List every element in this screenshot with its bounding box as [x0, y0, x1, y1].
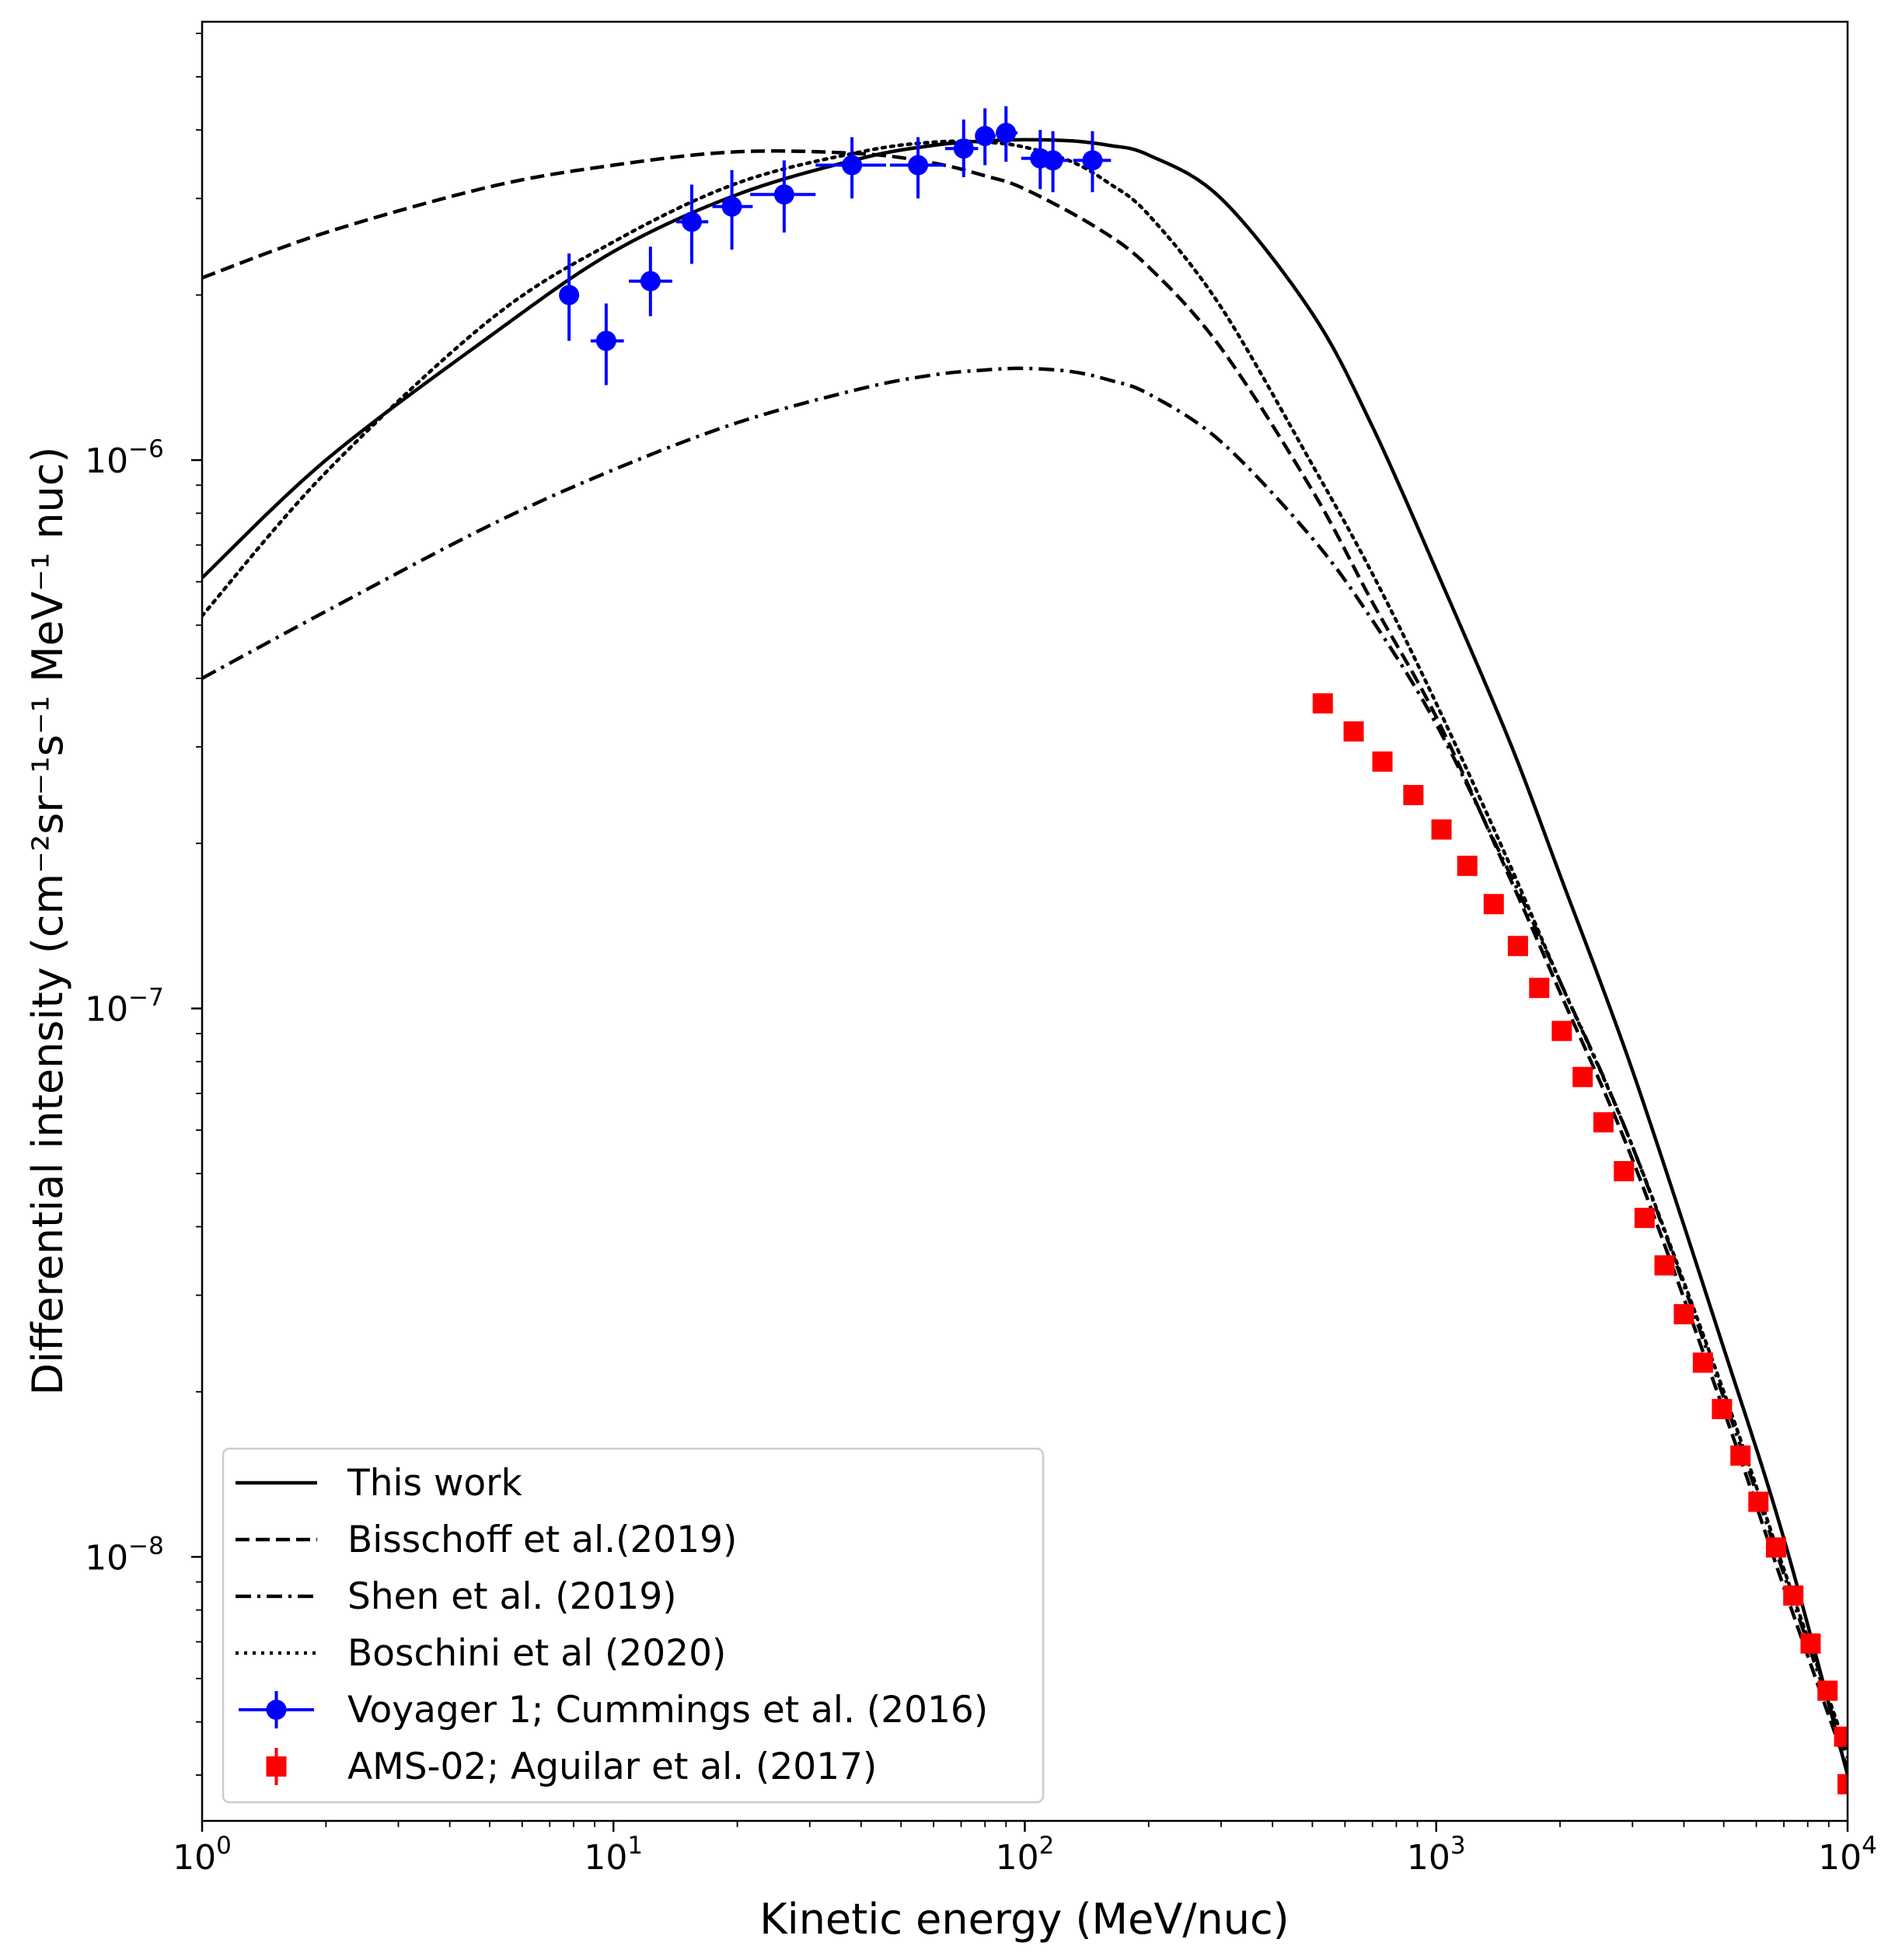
x-tick-label: 101	[584, 1832, 643, 1878]
x-tick-label: 103	[1407, 1832, 1466, 1878]
legend-entry-bisschoff-et-al-2019: Bisschoff et al.(2019)	[236, 1519, 737, 1561]
voyager-marker	[1042, 150, 1063, 171]
ams-marker	[1529, 978, 1550, 999]
ams-marker	[1692, 1352, 1713, 1373]
ams-marker	[1614, 1161, 1635, 1182]
y-tick-label: 10−7	[85, 984, 164, 1030]
voyager-marker	[842, 155, 863, 176]
voyager-marker	[640, 270, 661, 291]
ams-marker	[1748, 1491, 1769, 1512]
voyager-marker	[721, 196, 742, 217]
x-tick-label: 104	[1818, 1832, 1877, 1878]
ams-marker	[1654, 1255, 1675, 1276]
series-layer	[202, 138, 1848, 1776]
voyager-point	[629, 246, 672, 316]
legend-label: AMS-02; Aguilar et al. (2017)	[347, 1746, 877, 1788]
legend: This work Bisschoff et al.(2019) Shen et a…	[222, 1447, 1045, 1804]
legend-label: Voyager 1; Cummings et al. (2016)	[347, 1689, 988, 1732]
voyager-point	[944, 119, 979, 178]
legend-entry-voyager-1-cummings-et-al-2016: Voyager 1; Cummings et al. (2016)	[239, 1689, 988, 1732]
voyager-point	[815, 137, 887, 199]
x-tick-label: 102	[996, 1832, 1055, 1878]
voyager-marker	[1082, 150, 1103, 171]
ams-marker	[1457, 856, 1478, 877]
ams-marker	[1483, 894, 1504, 915]
voyager-marker	[953, 138, 974, 159]
ams-marker	[1572, 1066, 1593, 1087]
voyager-marker	[773, 184, 794, 205]
series-line-bisschoff-et-al-2019	[202, 149, 1848, 1770]
voyager-point	[1073, 131, 1112, 193]
voyager-point	[1035, 131, 1070, 193]
voyager-point	[675, 184, 709, 264]
legend-entry-this-work: This work	[236, 1462, 523, 1505]
ams-marker	[1730, 1445, 1751, 1466]
voyager-point	[996, 106, 1018, 162]
voyager-point	[559, 253, 580, 341]
ams-marker	[1634, 1208, 1655, 1229]
ams-marker	[1800, 1633, 1821, 1654]
y-tick-label: 10−6	[85, 435, 164, 481]
voyager-point	[889, 137, 945, 199]
legend-entry-ams-02-aguilar-et-al-2017: AMS-02; Aguilar et al. (2017)	[266, 1746, 877, 1788]
x-axis-title: Kinetic energy (MeV/nuc)	[759, 1895, 1289, 1944]
legend-swatch-marker	[266, 1700, 287, 1720]
legend-label: Boschini et al (2020)	[347, 1632, 726, 1675]
legend-label: Shen et al. (2019)	[347, 1575, 677, 1618]
ams-marker	[1673, 1304, 1694, 1325]
legend-entry-shen-et-al-2019: Shen et al. (2019)	[236, 1575, 677, 1618]
ams-marker	[1343, 721, 1364, 742]
points-layer	[559, 106, 1848, 1794]
y-axis-title: Differential intensity (cm⁻²sr⁻¹s⁻¹ MeV⁻…	[23, 447, 72, 1396]
ams-marker	[1551, 1020, 1572, 1041]
legend-frame	[222, 1447, 1045, 1804]
voyager-point	[975, 108, 996, 166]
ams-marker	[1834, 1726, 1848, 1747]
legend-label: This work	[347, 1462, 523, 1505]
ams-marker	[1507, 936, 1528, 957]
voyager-marker	[681, 211, 702, 232]
voyager-point	[712, 169, 753, 250]
ams-marker	[1431, 819, 1452, 840]
series-line-this-work	[202, 138, 1848, 1776]
legend-swatch-marker	[266, 1756, 287, 1777]
voyager-marker	[559, 284, 580, 305]
ams-marker	[1817, 1680, 1838, 1701]
voyager-marker	[908, 155, 929, 176]
legend-label: Bisschoff et al.(2019)	[347, 1519, 737, 1561]
ams-marker	[1593, 1112, 1614, 1133]
ams-marker	[1783, 1585, 1804, 1606]
legend-entry-boschini-et-al-2020: Boschini et al (2020)	[236, 1632, 726, 1675]
ams-marker	[1712, 1399, 1733, 1420]
ams-marker	[1765, 1537, 1786, 1558]
x-tick-label: 100	[173, 1832, 232, 1878]
ticks-layer: 100 101 102 103 104 10−8 10−7 10−6	[85, 33, 1877, 1878]
voyager-point	[750, 160, 816, 233]
voyager-marker	[996, 123, 1017, 144]
ams-marker	[1403, 785, 1424, 806]
voyager-point	[590, 303, 624, 385]
ams-marker	[1837, 1773, 1848, 1794]
voyager-marker	[975, 125, 996, 146]
ams-marker	[1312, 693, 1333, 714]
voyager-marker	[595, 330, 616, 351]
ams-marker	[1372, 751, 1393, 772]
y-tick-label: 10−8	[85, 1532, 164, 1578]
series-line-boschini-et-al-2020	[202, 139, 1848, 1755]
